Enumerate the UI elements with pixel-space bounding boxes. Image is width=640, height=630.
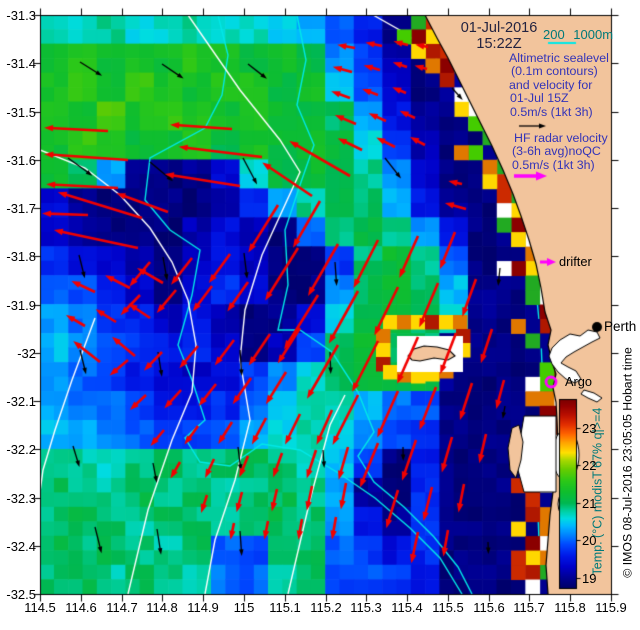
x-tick-label: 114.6 [65, 600, 97, 615]
date-label: 01-Jul-2016 [460, 20, 538, 36]
x-tick-label: 115.7 [513, 600, 545, 615]
x-tick-label: 115.2 [310, 600, 342, 615]
y-tick-label: -32.3 [6, 491, 36, 506]
y-tick-label: -32.1 [6, 394, 36, 409]
colorbar-tick-label: 20 [582, 533, 597, 548]
colorbar-tick-label: 22 [582, 458, 597, 473]
bathymetry-scale-label: 200 1000m [543, 27, 614, 42]
y-tick-label: -31.3 [6, 8, 36, 23]
y-tick-label: -31.5 [6, 105, 36, 120]
hf-radar-legend-line: (3-6h avg)noQC [512, 144, 601, 158]
hf-radar-legend-line: HF radar velocity [514, 131, 608, 145]
altimetric-legend-line: 01-Jul 15Z [510, 91, 569, 105]
x-tick-label: 115 [233, 600, 255, 615]
x-tick-label: 115.5 [432, 600, 464, 615]
y-tick-label: -31.7 [6, 201, 36, 216]
colorbar-tick-label: 19 [582, 571, 597, 586]
hf-radar-legend-line: 0.5m/s (1kt 3h) [512, 158, 595, 172]
perth-city-label: Perth [604, 319, 637, 334]
argo-label: Argo [565, 374, 593, 389]
x-tick-label: 114.9 [187, 600, 219, 615]
x-tick-label: 114.7 [106, 600, 138, 615]
altimetric-legend-line: and velocity for [509, 78, 593, 92]
x-tick-label: 115.1 [269, 600, 301, 615]
drifter-label: drifter [559, 254, 592, 269]
altimetric-legend-line: 0.5m/s (1kt 3h) [510, 105, 593, 119]
x-tick-label: 115.6 [473, 600, 505, 615]
y-tick-label: -31.4 [6, 56, 36, 71]
y-tick-label: -32.4 [6, 539, 36, 554]
colorbar-tick-label: 23 [582, 421, 597, 436]
colorbar-tick-label: 21 [582, 496, 597, 511]
y-tick-label: -31.9 [6, 298, 36, 313]
time-label: 15:22Z [476, 36, 522, 52]
y-tick-label: -31.8 [6, 249, 36, 264]
y-tick-label: -31.6 [6, 153, 36, 168]
altimetric-legend-line: Altimetric sealevel [509, 51, 609, 65]
x-tick-label: 115.3 [350, 600, 382, 615]
y-tick-label: -32.5 [6, 587, 36, 602]
x-tick-label: 115.4 [391, 600, 423, 615]
x-tick-label: 114.5 [24, 600, 56, 615]
altimetric-legend-line: (0.1m contours) [511, 64, 598, 78]
y-tick-label: -32.2 [6, 442, 36, 457]
y-tick-label: -32 [17, 346, 36, 361]
copyright-watermark: © IMOS 08-Jul-2016 23:05:05 Hobart time [620, 347, 635, 578]
x-tick-label: 114.8 [146, 600, 178, 615]
x-tick-label: 115.8 [554, 600, 586, 615]
x-tick-label: 115.9 [595, 600, 627, 615]
